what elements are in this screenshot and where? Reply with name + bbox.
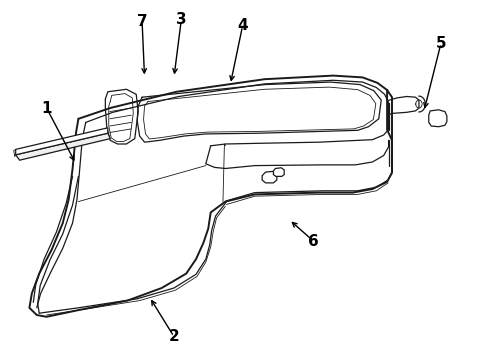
Text: 2: 2 <box>169 329 179 344</box>
Polygon shape <box>16 133 110 160</box>
Text: 3: 3 <box>176 12 187 27</box>
Text: 6: 6 <box>308 234 319 249</box>
Polygon shape <box>273 168 284 176</box>
Polygon shape <box>16 128 108 155</box>
Text: 7: 7 <box>137 14 147 29</box>
Text: 5: 5 <box>436 36 446 51</box>
Text: 4: 4 <box>237 18 248 33</box>
Polygon shape <box>262 171 277 183</box>
Text: 1: 1 <box>41 100 52 116</box>
Polygon shape <box>429 110 447 127</box>
